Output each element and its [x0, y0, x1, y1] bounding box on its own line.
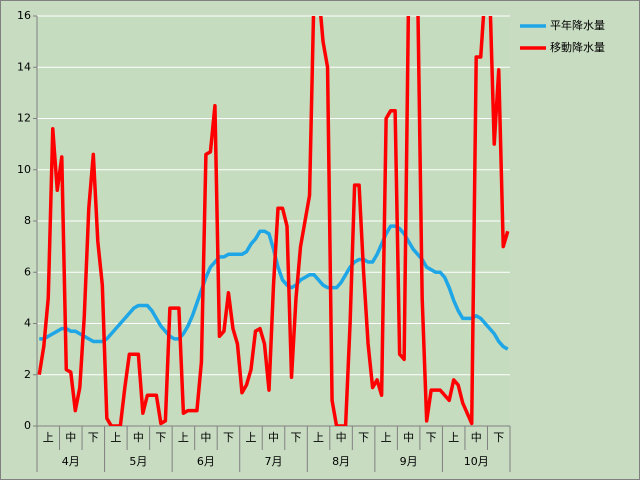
x-tick-label: 中: [268, 431, 279, 444]
y-tick-label: 10: [17, 163, 31, 176]
x-tick-label: 中: [133, 431, 144, 444]
x-group-label: 8月: [332, 455, 350, 468]
y-tick-label: 8: [24, 214, 31, 227]
x-tick-label: 下: [88, 431, 99, 444]
x-tick-label: 上: [110, 431, 121, 444]
x-tick-label: 下: [223, 431, 234, 444]
x-tick-label: 上: [245, 431, 256, 444]
y-tick-label: 14: [17, 60, 31, 73]
y-tick-label: 4: [24, 317, 31, 330]
x-group-label: 5月: [129, 455, 147, 468]
x-tick-label: 上: [448, 431, 459, 444]
x-group-label: 7月: [265, 455, 283, 468]
y-tick-label: 0: [24, 419, 31, 432]
y-tick-label: 2: [24, 368, 31, 381]
series-line: [37, 16, 510, 426]
x-group-label: 10月: [464, 455, 489, 468]
y-tick-label: 16: [17, 9, 31, 22]
x-tick-label: 下: [291, 431, 302, 444]
x-tick-label: 下: [155, 431, 166, 444]
x-tick-label: 上: [178, 431, 189, 444]
y-tick-label: 12: [17, 112, 31, 125]
x-tick-label: 上: [381, 431, 392, 444]
x-tick-label: 中: [403, 431, 414, 444]
x-tick-label: 上: [313, 431, 324, 444]
y-tick-label: 6: [24, 265, 31, 278]
x-tick-label: 中: [200, 431, 211, 444]
series-line: [39, 224, 509, 351]
x-group-label: 4月: [62, 455, 80, 468]
x-group-label: 6月: [197, 455, 215, 468]
x-tick-label: 上: [43, 431, 54, 444]
x-tick-label: 下: [493, 431, 504, 444]
x-group-label: 9月: [400, 455, 418, 468]
legend-label: 移動降水量: [550, 40, 605, 54]
x-tick-label: 下: [426, 431, 437, 444]
x-tick-label: 下: [358, 431, 369, 444]
x-tick-label: 中: [336, 431, 347, 444]
x-tick-label: 中: [65, 431, 76, 444]
legend-label: 平年降水量: [550, 18, 605, 32]
x-tick-label: 中: [471, 431, 482, 444]
